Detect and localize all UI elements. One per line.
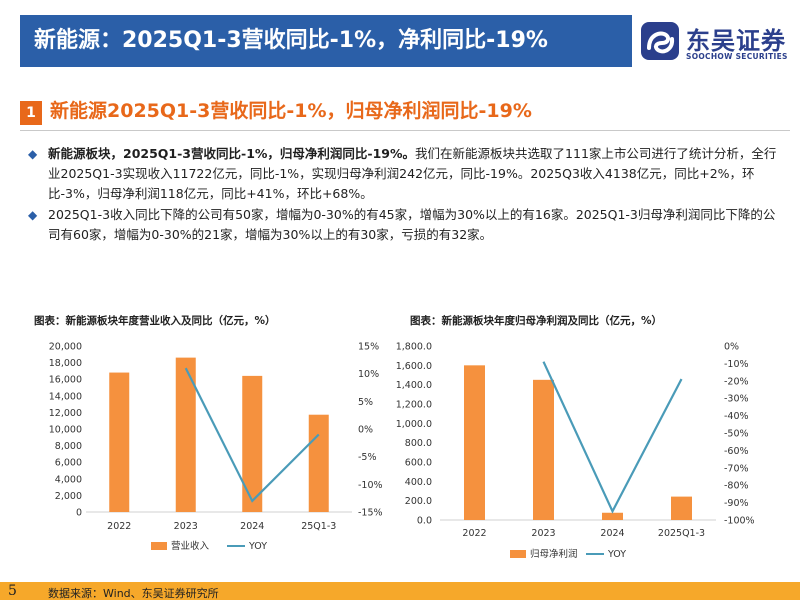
legend-bar-swatch [510, 550, 526, 558]
bar-营业收入 [242, 375, 263, 512]
left-axis-tick-label: 1,200.0 [396, 400, 432, 411]
section-number-badge: 1 [20, 101, 42, 125]
section-title: 新能源2025Q1-3营收同比-1%，归母净利润同比-19% [50, 100, 532, 122]
yoy-line [542, 361, 683, 514]
right-axis-tick-label: -100% [724, 516, 755, 527]
legend-line-label: YOY [607, 549, 626, 560]
legend-bar-label: 营业收入 [171, 540, 210, 552]
right-axis-tick-label: -50% [724, 429, 749, 440]
company-logo: 东吴证券 SOOCHOW SECURITIES [640, 15, 790, 67]
left-axis-tick-label: 4,000 [55, 474, 82, 485]
left-axis-tick-label: 20,000 [49, 342, 82, 353]
category-label: 2022 [462, 528, 486, 539]
bar-归母净利润 [533, 379, 554, 520]
right-axis-tick-label: -90% [724, 498, 749, 509]
category-label: 2024 [240, 521, 264, 532]
right-axis-tick-label: -70% [724, 463, 749, 474]
right-axis-tick-label: 15% [358, 342, 379, 353]
bullet-text: 我们在新能源板块共选取了111家上市公司进行了统计分析，全行业2025Q1-3实… [48, 146, 777, 201]
bar-归母净利润 [671, 496, 692, 520]
bullet-bold-lead: 新能源板块，2025Q1-3营收同比-1%，归母净利润同比-19%。 [48, 146, 416, 161]
right-axis-tick-label: -10% [358, 480, 383, 491]
right-axis-tick-label: 5% [358, 397, 373, 408]
legend-bar-label: 归母净利润 [530, 548, 578, 560]
left-axis-tick-label: 800.0 [405, 438, 432, 449]
category-label: 25Q1-3 [301, 521, 336, 532]
left-axis-tick-label: 1,400.0 [396, 380, 432, 391]
left-axis-tick-label: 0.0 [417, 516, 432, 527]
left-axis-tick-label: 400.0 [405, 477, 432, 488]
diamond-bullet-icon: ◆ [28, 147, 38, 161]
right-axis-tick-label: -80% [724, 481, 749, 492]
category-label: 2025Q1-3 [658, 528, 705, 539]
logo-english-name: SOOCHOW SECURITIES [686, 52, 788, 61]
right-axis-tick-label: -30% [724, 394, 749, 405]
bar-营业收入 [308, 414, 329, 512]
bullet-item: ◆ 新能源板块，2025Q1-3营收同比-1%，归母净利润同比-19%。我们在新… [26, 144, 786, 204]
footer-bar [0, 582, 800, 600]
page-number: 5 [8, 583, 17, 599]
left-axis-tick-label: 200.0 [405, 496, 432, 507]
right-axis-tick-label: -20% [724, 376, 749, 387]
left-axis-tick-label: 12,000 [49, 408, 82, 419]
profit-chart: 0.0 200.0 400.0 600.0 800.0 1,000.0 1,200.0 1,4… [396, 342, 755, 561]
soochow-logo-icon [641, 22, 679, 60]
right-axis-tick-label: 0% [358, 425, 373, 436]
page-header-title: 新能源：2025Q1-3营收同比-1%，净利同比-19% [20, 15, 632, 67]
left-axis-tick-label: 1,800.0 [396, 342, 432, 353]
left-axis-tick-label: 18,000 [49, 358, 82, 369]
right-axis-tick-label: -60% [724, 446, 749, 457]
legend-line-label: YOY [248, 541, 267, 552]
left-axis-tick-label: 2,000 [55, 491, 82, 502]
left-axis-tick-label: 8,000 [55, 441, 82, 452]
revenue-chart: 0 2,000 4,000 6,000 8,000 10,000 12,000 14,000 1… [49, 342, 383, 553]
logo-chinese-name: 东吴证券 [686, 27, 786, 55]
bar-营业收入 [175, 357, 196, 512]
left-axis-tick-label: 1,000.0 [396, 419, 432, 430]
diamond-bullet-icon: ◆ [28, 208, 38, 222]
left-axis-tick-label: 10,000 [49, 425, 82, 436]
category-label: 2023 [531, 528, 555, 539]
left-axis-tick-label: 16,000 [49, 375, 82, 386]
bar-归母净利润 [464, 365, 485, 520]
left-axis-tick-label: 14,000 [49, 391, 82, 402]
right-axis-tick-label: -5% [358, 452, 377, 463]
right-axis-tick-label: -40% [724, 411, 749, 422]
summary-bullets: ◆ 新能源板块，2025Q1-3营收同比-1%，归母净利润同比-19%。我们在新… [26, 144, 786, 246]
data-source: 数据来源：Wind、东吴证券研究所 [48, 587, 219, 600]
bar-归母净利润 [602, 512, 623, 520]
category-label: 2022 [107, 521, 131, 532]
left-axis-tick-label: 0 [76, 508, 82, 519]
legend-bar-swatch [151, 542, 167, 550]
category-label: 2024 [600, 528, 624, 539]
right-axis-tick-label: -10% [724, 359, 749, 370]
left-axis-tick-label: 1,600.0 [396, 361, 432, 372]
right-axis-tick-label: 0% [724, 342, 739, 353]
category-label: 2023 [174, 521, 198, 532]
left-axis-tick-label: 6,000 [55, 458, 82, 469]
right-axis-tick-label: -15% [358, 508, 383, 519]
revenue-chart-title: 图表：新能源板块年度营业收入及同比（亿元，%） [34, 315, 276, 327]
right-axis-tick-label: 10% [358, 369, 379, 380]
section-divider [20, 130, 790, 131]
bullet-item: ◆ 2025Q1-3收入同比下降的公司有50家，增幅为0-30%的有45家，增幅… [26, 205, 786, 245]
bullet-text: 2025Q1-3收入同比下降的公司有50家，增幅为0-30%的有45家，增幅为3… [48, 207, 776, 242]
bar-营业收入 [109, 372, 130, 512]
profit-chart-title: 图表：新能源板块年度归母净利润及同比（亿元，%） [410, 315, 663, 327]
left-axis-tick-label: 600.0 [405, 458, 432, 469]
yoy-line [184, 367, 320, 503]
